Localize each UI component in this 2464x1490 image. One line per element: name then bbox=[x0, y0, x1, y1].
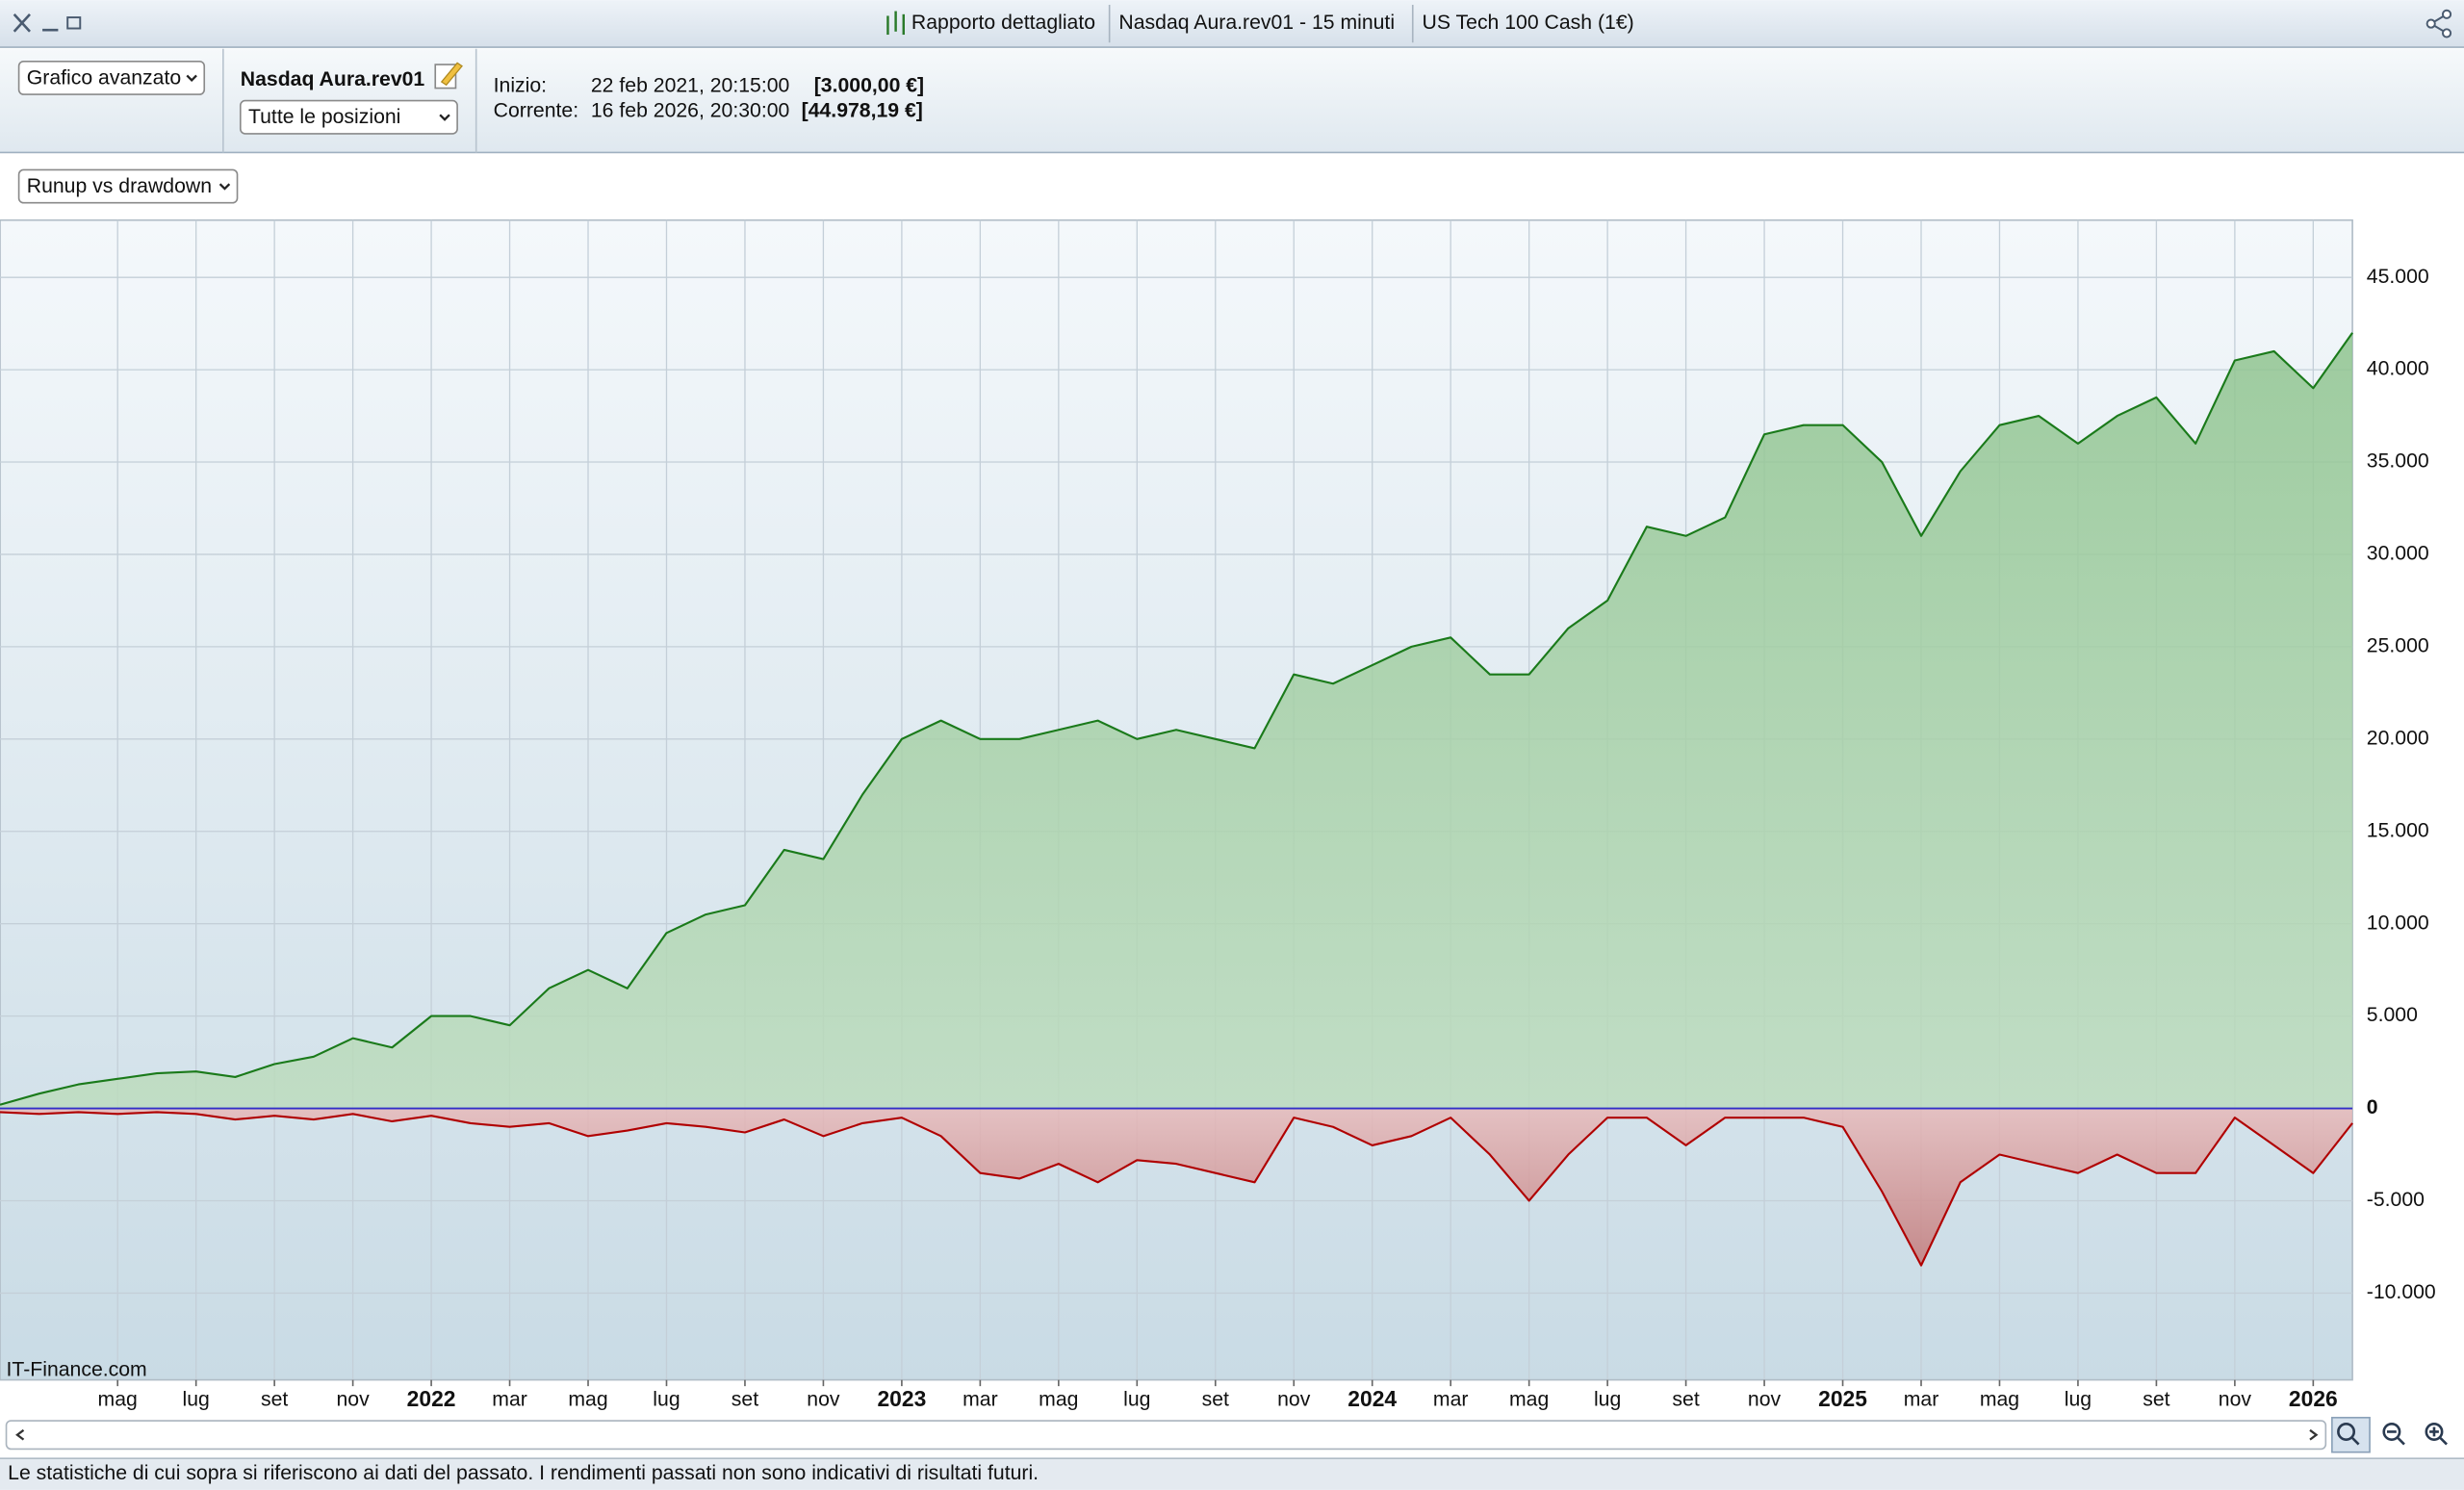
x-tick-label: mag bbox=[1509, 1388, 1549, 1410]
series-area bbox=[0, 332, 2353, 1109]
y-tick-label: 10.000 bbox=[2367, 912, 2429, 934]
tab[interactable]: Nasdaq Aura.rev01 - 15 minuti bbox=[1118, 12, 1395, 34]
x-tick-label: nov bbox=[337, 1388, 371, 1410]
x-tick-label: nov bbox=[807, 1388, 840, 1410]
series-line bbox=[0, 1111, 2353, 1267]
current-date: 16 feb 2026, 20:30:00 bbox=[591, 100, 789, 122]
x-tick-label: nov bbox=[1748, 1388, 1782, 1410]
x-tick-label: mag bbox=[1039, 1388, 1078, 1410]
x-tick-label: nov bbox=[1277, 1388, 1311, 1410]
x-tick-label: set bbox=[1202, 1388, 1229, 1410]
y-tick-label: 20.000 bbox=[2367, 727, 2429, 749]
scroll-left[interactable] bbox=[15, 1428, 25, 1441]
x-tick-label: 2025 bbox=[1818, 1386, 1867, 1411]
y-tick-label: 45.000 bbox=[2367, 266, 2429, 288]
x-tick-label: 2023 bbox=[877, 1386, 926, 1411]
y-tick-label: 5.000 bbox=[2367, 1004, 2418, 1026]
x-tick-label: 2024 bbox=[1348, 1386, 1397, 1411]
zoom-controls[interactable] bbox=[2331, 1416, 2448, 1453]
x-tick-label: set bbox=[261, 1388, 288, 1410]
x-tick-label: lug bbox=[2065, 1388, 2092, 1410]
x-tick-label: mar bbox=[1904, 1388, 1939, 1410]
y-tick-label: 25.000 bbox=[2367, 635, 2429, 657]
y-tick-label: 0 bbox=[2367, 1096, 2378, 1118]
y-tick-label: 15.000 bbox=[2367, 819, 2429, 841]
status-bar bbox=[0, 1458, 2464, 1490]
select-text: Runup vs drawdown bbox=[27, 175, 212, 197]
chart-select[interactable]: Runup vs drawdown bbox=[17, 168, 239, 204]
positions-select[interactable]: Tutte le posizioni bbox=[239, 99, 458, 135]
tab[interactable]: Rapporto dettagliato bbox=[911, 12, 1095, 34]
x-tick-label: 2026 bbox=[2289, 1386, 2338, 1411]
strategy-name: Nasdaq Aura.rev01 bbox=[241, 68, 425, 90]
y-tick-label: -5.000 bbox=[2367, 1189, 2425, 1211]
y-tick-label: 40.000 bbox=[2367, 358, 2429, 380]
tab-bar: Rapporto dettagliato Nasdaq Aura.rev01 -… bbox=[886, 5, 1634, 43]
x-tick-label: lug bbox=[653, 1388, 680, 1410]
x-tick-label: mag bbox=[568, 1388, 607, 1410]
share-button[interactable] bbox=[2426, 9, 2452, 39]
x-tick-label: mag bbox=[1980, 1388, 2019, 1410]
x-tick-label: 2022 bbox=[407, 1386, 456, 1411]
current-value: [44.978,19 €] bbox=[802, 100, 923, 122]
start-date: 22 feb 2021, 20:15:00 bbox=[591, 75, 789, 97]
view-select[interactable]: Grafico avanzato bbox=[17, 60, 206, 95]
tab-icon bbox=[886, 11, 905, 36]
x-tick-label: mar bbox=[1433, 1388, 1469, 1410]
x-tick-label: lug bbox=[183, 1388, 210, 1410]
disclaimer: Le statistiche di cui sopra si riferisco… bbox=[8, 1462, 1039, 1484]
x-tick-label: set bbox=[2143, 1388, 2169, 1410]
x-tick-label: mar bbox=[492, 1388, 527, 1410]
x-tick-label: set bbox=[1672, 1388, 1699, 1410]
x-tick-label: set bbox=[732, 1388, 758, 1410]
start-value: [3.000,00 €] bbox=[814, 75, 924, 97]
select-text: Tutte le posizioni bbox=[248, 106, 400, 128]
y-tick-label: 35.000 bbox=[2367, 450, 2429, 473]
x-tick-label: mag bbox=[98, 1388, 138, 1410]
series-area bbox=[0, 1108, 2353, 1266]
x-tick-label: nov bbox=[2219, 1388, 2252, 1410]
start-label: Inizio: bbox=[494, 75, 547, 97]
plot bbox=[0, 219, 2353, 1380]
x-tick-label: lug bbox=[1123, 1388, 1150, 1410]
watermark: IT-Finance.com bbox=[7, 1358, 147, 1380]
select-text: Grafico avanzato bbox=[27, 66, 181, 89]
scroll-right[interactable] bbox=[2309, 1428, 2319, 1441]
tab[interactable]: US Tech 100 Cash (1€) bbox=[1423, 12, 1634, 34]
x-tick-label: lug bbox=[1594, 1388, 1621, 1410]
y-tick-label: -10.000 bbox=[2367, 1281, 2436, 1303]
edit-button[interactable] bbox=[434, 62, 463, 90]
scrollbar[interactable] bbox=[5, 1420, 2327, 1451]
y-tick-label: 30.000 bbox=[2367, 543, 2429, 565]
title-bar bbox=[0, 0, 2464, 48]
window-controls[interactable] bbox=[13, 13, 82, 33]
current-label: Corrente: bbox=[494, 100, 578, 122]
series-line bbox=[0, 332, 2353, 1106]
x-tick-label: mar bbox=[962, 1388, 998, 1410]
